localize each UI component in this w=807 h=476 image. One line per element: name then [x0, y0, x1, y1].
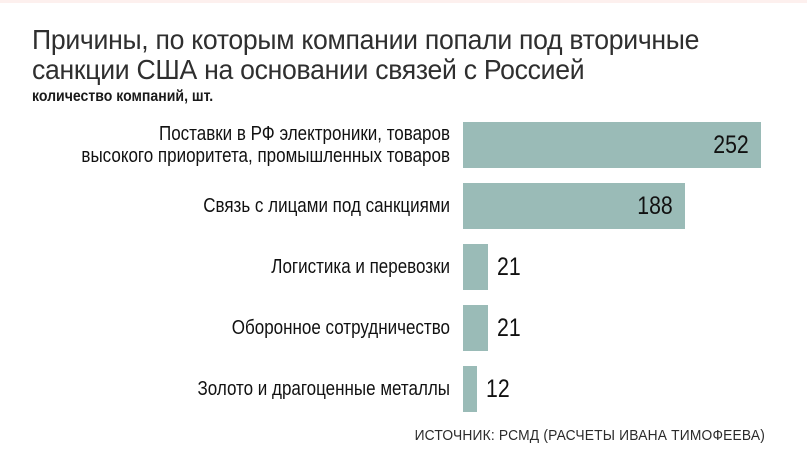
chart-subtitle: количество компаний, шт.	[32, 88, 214, 105]
chart-header: Причины, по которым компании попали под …	[0, 3, 807, 106]
category-label: Логистика и перевозки	[271, 256, 450, 278]
bar: 188	[463, 183, 685, 229]
value-label: 21	[497, 252, 521, 281]
top-accent-line	[0, 0, 807, 3]
bar-area: 188	[463, 183, 807, 229]
value-label: 252	[713, 130, 749, 159]
bar	[463, 305, 488, 351]
value-label: 188	[637, 191, 673, 220]
value-label: 12	[486, 374, 510, 403]
chart-row: Поставки в РФ электроники, товаров высоко…	[0, 122, 807, 168]
category-label: Связь с лицами под санкциями	[203, 195, 450, 217]
source-credit: ИСТОЧНИК: РСМД (РАСЧЕТЫ ИВАНА ТИМОФЕЕВА)	[414, 427, 765, 444]
chart-title-line1: Причины, по которым компании попали под …	[32, 24, 700, 55]
bar: 252	[463, 122, 761, 168]
chart-footer: ИСТОЧНИК: РСМД (РАСЧЕТЫ ИВАНА ТИМОФЕЕВА)	[0, 427, 807, 445]
chart-row: Связь с лицами под санкциями 188	[0, 183, 807, 229]
bar	[463, 244, 488, 290]
bar-area: 21	[463, 244, 807, 290]
chart-title: Причины, по которым компании попали под …	[32, 25, 728, 85]
chart-row: Оборонное сотрудничество 21	[0, 305, 807, 351]
bar-area: 12	[463, 366, 807, 412]
chart-row: Логистика и перевозки 21	[0, 244, 807, 290]
category-label: Поставки в РФ электроники, товаров высоко…	[81, 123, 450, 167]
chart-title-line2: санкции США на основании связей с Россие…	[32, 54, 585, 85]
bar-chart: Поставки в РФ электроники, товаров высоко…	[0, 122, 807, 412]
bar	[463, 366, 477, 412]
category-label: Золото и драгоценные металлы	[197, 378, 450, 400]
bar-area: 252	[463, 122, 807, 168]
chart-row: Золото и драгоценные металлы 12	[0, 366, 807, 412]
category-label: Оборонное сотрудничество	[231, 317, 450, 339]
bar-area: 21	[463, 305, 807, 351]
value-label: 21	[497, 313, 521, 342]
